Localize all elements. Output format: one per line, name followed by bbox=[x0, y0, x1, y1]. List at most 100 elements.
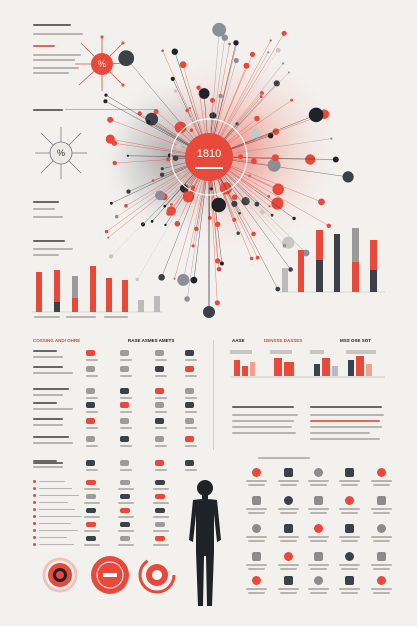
burst-node bbox=[305, 154, 316, 165]
info-icon bbox=[314, 576, 323, 585]
burst-haze-red bbox=[129, 42, 349, 262]
feature-row-text bbox=[33, 394, 63, 396]
feature-row-caption bbox=[185, 359, 197, 361]
burst-node bbox=[248, 174, 252, 178]
burst-node bbox=[232, 217, 237, 222]
burst-node bbox=[173, 277, 176, 280]
bottom-right-title bbox=[258, 457, 310, 459]
grid-icon bbox=[86, 508, 96, 513]
info-icon-caption bbox=[280, 484, 297, 486]
grid-icon bbox=[120, 494, 130, 499]
grid-caption bbox=[84, 544, 100, 546]
burst-node bbox=[107, 116, 114, 123]
burst-node bbox=[111, 140, 118, 146]
list-item bbox=[39, 515, 82, 517]
burst-center-value: 1810 bbox=[196, 148, 222, 160]
burst-node bbox=[184, 296, 190, 302]
burst-node bbox=[173, 89, 178, 93]
feature-row-icon bbox=[185, 460, 194, 466]
info-icon-caption bbox=[310, 592, 327, 594]
list-item bbox=[39, 529, 78, 531]
burst-node bbox=[189, 117, 193, 120]
burst-node bbox=[146, 120, 151, 124]
list-bullet bbox=[33, 508, 36, 511]
info-icon bbox=[345, 468, 354, 477]
info-icon-caption bbox=[373, 592, 390, 594]
info-icon-caption bbox=[280, 592, 297, 594]
feature-row-icon bbox=[155, 402, 164, 408]
feature-row-label bbox=[33, 402, 57, 404]
info-icon-caption bbox=[371, 536, 392, 538]
grid-caption bbox=[118, 516, 134, 518]
info-icon-caption bbox=[278, 588, 299, 590]
feature-row-text bbox=[33, 408, 73, 410]
burst-node bbox=[114, 214, 119, 219]
info-icon-caption bbox=[308, 480, 329, 482]
feature-row-label bbox=[33, 388, 69, 390]
burst-node bbox=[210, 97, 215, 103]
burst-node bbox=[249, 51, 256, 57]
info-icon bbox=[377, 468, 386, 477]
feature-row-caption bbox=[120, 359, 132, 361]
list-bullet bbox=[33, 529, 36, 532]
info-icon-caption bbox=[248, 540, 265, 542]
list-title bbox=[33, 462, 63, 464]
right-bar-chart bbox=[280, 228, 385, 293]
info-icon-caption bbox=[246, 508, 267, 510]
burst-node bbox=[151, 179, 155, 182]
burst-node bbox=[233, 57, 239, 64]
info-icon-caption bbox=[248, 484, 265, 486]
burst-node bbox=[270, 213, 274, 217]
feature-row-icon bbox=[86, 418, 95, 424]
info-icon-caption bbox=[341, 512, 358, 514]
info-icon-caption bbox=[280, 540, 297, 542]
burst-node bbox=[215, 258, 221, 264]
info-icon-caption bbox=[308, 508, 329, 510]
list-item bbox=[39, 494, 79, 496]
feature-row-label bbox=[33, 418, 63, 420]
info-icon bbox=[377, 524, 386, 533]
info-icon-caption bbox=[310, 568, 327, 570]
list-item bbox=[39, 487, 72, 489]
burst-node bbox=[221, 34, 228, 41]
grid-icon bbox=[86, 522, 96, 527]
info-icon-caption bbox=[278, 564, 299, 566]
mini-chart-row bbox=[230, 350, 385, 378]
burst-node bbox=[271, 197, 284, 210]
list-item bbox=[39, 522, 71, 524]
feature-row-caption bbox=[185, 469, 197, 471]
burst-node bbox=[179, 61, 187, 69]
burst-node bbox=[107, 236, 110, 239]
feature-row-icon bbox=[185, 350, 194, 356]
feature-row-caption bbox=[155, 445, 167, 447]
list-item bbox=[39, 501, 68, 503]
info-icon-caption bbox=[246, 536, 267, 538]
burst-node bbox=[126, 154, 129, 157]
burst-ray bbox=[208, 156, 218, 303]
info-icon-caption bbox=[373, 484, 390, 486]
feature-row-caption bbox=[185, 427, 197, 429]
burst-node bbox=[249, 256, 254, 261]
burst-node bbox=[214, 300, 220, 306]
feature-row-icon bbox=[185, 418, 194, 424]
feature-row-caption bbox=[155, 397, 167, 399]
burst-node bbox=[160, 167, 164, 171]
feature-row-caption bbox=[155, 427, 167, 429]
feature-row-caption bbox=[86, 397, 98, 399]
burst-node bbox=[118, 50, 135, 67]
bottom-circle-charts bbox=[42, 556, 176, 594]
feature-row-caption bbox=[86, 411, 98, 413]
burst-node bbox=[175, 143, 182, 150]
burst-node bbox=[112, 160, 117, 166]
grid-icon bbox=[155, 494, 165, 499]
feature-row-caption bbox=[155, 469, 167, 471]
info-icon bbox=[345, 496, 354, 505]
burst-node bbox=[267, 158, 281, 172]
feature-row-icon bbox=[120, 350, 129, 356]
feature-row-label bbox=[33, 350, 57, 352]
burst-node bbox=[326, 223, 331, 228]
grid-caption bbox=[118, 544, 134, 546]
list-bullet bbox=[33, 487, 36, 490]
grid-caption bbox=[118, 530, 134, 532]
grid-icon bbox=[155, 480, 165, 485]
